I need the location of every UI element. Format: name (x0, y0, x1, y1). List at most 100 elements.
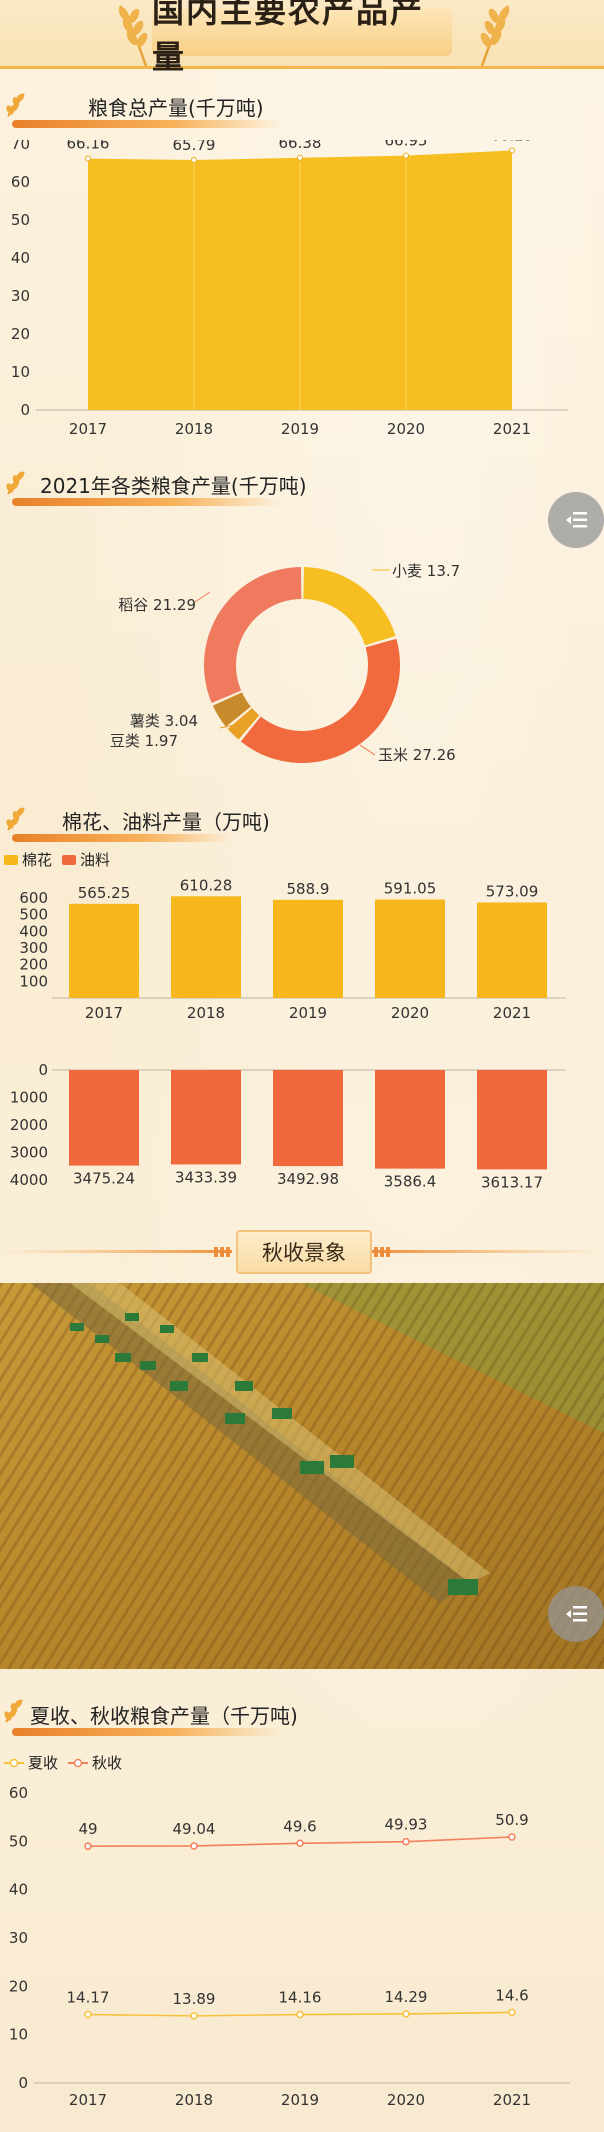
area-point (297, 154, 303, 161)
summer-autumn-title: 夏收、秋收粮食产量（千万吨) (30, 1704, 298, 1728)
pie-slice-name: 玉米 (378, 746, 413, 764)
bar-cotton (69, 903, 139, 998)
x-tick-label: 2021 (493, 1004, 531, 1022)
summer-autumn-legend: 夏收 秋收 (4, 1752, 132, 1773)
legend-label: 棉花 (22, 851, 53, 869)
line-point (402, 2010, 410, 2018)
legend-item-summer: 夏收 (4, 1752, 58, 1773)
side-menu-button[interactable] (548, 492, 604, 548)
bar-oil (273, 1070, 343, 1167)
data-label: 49.93 (385, 1816, 428, 1834)
y-tick-label: 200 (19, 956, 48, 974)
bar-oil (69, 1070, 139, 1166)
data-label: 14.17 (67, 1989, 110, 2007)
data-label: 66.16 (67, 140, 110, 153)
data-label: 13.89 (173, 1990, 216, 2008)
wheat-icon (4, 1699, 23, 1723)
pie-leader-line (359, 744, 376, 756)
wheat-icon (6, 807, 25, 831)
legend-item-oil: 油料 (62, 849, 110, 870)
line-point (84, 2010, 92, 2019)
data-label: 588.9 (287, 880, 330, 898)
y-tick-label: 0 (20, 401, 30, 419)
pie-slice-value: 27.26 (413, 746, 456, 764)
side-menu-button-2[interactable] (548, 1586, 604, 1642)
wheat-icon (6, 471, 25, 495)
x-tick-label: 2018 (175, 420, 213, 438)
y-tick-label: 0 (38, 1061, 48, 1079)
pie-label: 豆类 1.97 (110, 732, 178, 750)
bar-oil (477, 1070, 547, 1170)
line-point (296, 1839, 304, 1848)
pie-label: 小麦 13.7 (392, 562, 460, 580)
y-tick-label: 30 (9, 1929, 28, 1947)
data-label: 610.28 (180, 876, 233, 894)
data-label: 3613.17 (481, 1173, 543, 1191)
area-point (403, 152, 409, 159)
pie-leader-line (219, 712, 237, 719)
pie-slice-name: 豆类 (110, 732, 145, 750)
bar-cotton (477, 902, 547, 998)
y-tick-label: 40 (9, 1881, 28, 1899)
x-tick-label: 2019 (281, 2091, 319, 2109)
grain-total-title: 粮食总产量(千万吨) (88, 96, 264, 120)
legend-label: 秋收 (92, 1754, 123, 1772)
line-point (508, 1833, 516, 1841)
harvest-photo (0, 1283, 604, 1669)
grain-types-donut-chart: 小麦 13.7 玉米 27.26 豆类 1.97 薯类 3.04 稻谷 21.29 (110, 562, 460, 764)
line-point (402, 1837, 410, 1846)
pie-label: 玉米 27.26 (378, 746, 456, 764)
y-tick-label: 100 (19, 972, 48, 990)
x-tick-label: 2020 (387, 420, 425, 438)
data-label: 66.38 (279, 140, 322, 152)
x-tick-label: 2019 (281, 420, 319, 438)
x-tick-label: 2021 (493, 420, 531, 438)
y-tick-label: 300 (19, 939, 48, 957)
x-tick-label: 2021 (493, 2091, 531, 2109)
y-tick-label: 20 (11, 325, 30, 343)
divider-line (0, 1247, 604, 1257)
y-tick-label: 400 (19, 922, 48, 940)
autumn-scene-label: 秋收景象 (236, 1230, 372, 1274)
harvest-field-image (0, 1283, 604, 1669)
cotton-oil-legend: 棉花 油料 (4, 849, 120, 870)
section-underline (12, 1728, 282, 1736)
pie-slice (227, 708, 260, 740)
pie-slice-name: 薯类 (130, 712, 165, 730)
data-label: 3492.98 (277, 1170, 339, 1188)
pie-slice-name: 稻谷 (118, 596, 153, 614)
data-label: 573.09 (486, 882, 539, 900)
wheat-decoration-right-icon (480, 5, 510, 66)
list-menu-icon (566, 512, 587, 528)
x-tick-label: 2019 (289, 1004, 327, 1022)
data-label: 66.95 (385, 140, 428, 150)
y-tick-label: 20 (9, 1977, 28, 1995)
data-label: 3475.24 (73, 1170, 135, 1188)
bar-cotton (375, 899, 445, 998)
y-tick-label: 70 (11, 140, 30, 153)
x-tick-label: 2018 (175, 2091, 213, 2109)
x-tick-label: 2017 (69, 420, 107, 438)
legend-label: 油料 (80, 851, 111, 869)
section-underline (12, 498, 282, 506)
line-point (190, 2012, 198, 2020)
pie-slice-value: 13.7 (427, 562, 460, 580)
x-tick-label: 2017 (69, 2091, 107, 2109)
legend-swatch (68, 1758, 89, 1767)
line-point (84, 1842, 92, 1850)
data-label: 49.6 (283, 1817, 316, 1835)
header-band: 国内主要农产品产量 (0, 0, 604, 76)
pie-leader-line (219, 724, 235, 729)
data-label: 14.16 (279, 1989, 322, 2007)
wheat-decoration-left-icon (118, 5, 148, 66)
area-point (85, 155, 91, 162)
legend-swatch (4, 854, 18, 865)
data-label: 49.04 (173, 1820, 216, 1838)
pie-slice (303, 567, 396, 646)
y-tick-label: 600 (19, 889, 48, 907)
pie-slice (204, 567, 302, 703)
line-point (190, 1842, 198, 1850)
data-label: 50.9 (495, 1811, 528, 1829)
x-tick-label: 2020 (391, 1004, 429, 1022)
